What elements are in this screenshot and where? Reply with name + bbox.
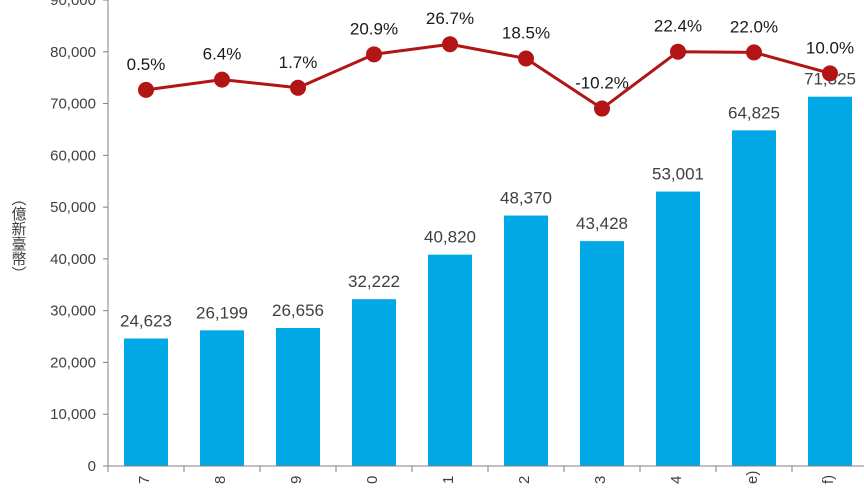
x-tick-label: 7 xyxy=(136,476,153,484)
growth-marker xyxy=(670,43,686,60)
bar xyxy=(124,338,168,466)
bar-value-label: 48,370 xyxy=(500,189,552,208)
bar xyxy=(352,299,396,466)
bar xyxy=(656,191,700,466)
growth-value-label: 20.9% xyxy=(350,19,398,38)
x-tick-label: 3 xyxy=(592,476,609,484)
bar xyxy=(732,130,776,466)
growth-value-label: 1.7% xyxy=(279,53,318,72)
bar xyxy=(808,96,852,466)
y-tick-label: 10,000 xyxy=(50,406,96,423)
y-tick-label: 50,000 xyxy=(50,199,96,216)
y-axis-label: （億新臺幣） xyxy=(10,191,27,281)
x-tick-label: f) xyxy=(820,475,837,484)
growth-marker xyxy=(746,44,762,61)
growth-marker xyxy=(518,50,534,67)
y-tick-label: 70,000 xyxy=(50,96,96,113)
growth-value-label: 6.4% xyxy=(203,45,242,64)
growth-labels: 0.5% 6.4% 1.7% 20.9% 26.7% 18.5% -10.2% 22.4% 22… xyxy=(127,9,854,92)
growth-value-label: 22.0% xyxy=(730,17,778,36)
growth-marker xyxy=(594,100,610,117)
y-axis: 0 10,000 20,000 30,000 40,000 50,000 60,000 70,… xyxy=(50,0,109,475)
growth-value-label: 22.4% xyxy=(654,17,702,36)
growth-marker xyxy=(290,79,306,96)
growth-line xyxy=(138,36,838,117)
growth-marker xyxy=(366,46,382,63)
bar-value-label: 26,199 xyxy=(196,303,248,322)
growth-line-path xyxy=(145,42,831,111)
growth-marker xyxy=(822,65,838,82)
growth-marker xyxy=(442,36,458,53)
y-tick-label: 90,000 xyxy=(50,0,96,9)
growth-value-label: 26.7% xyxy=(426,9,474,28)
growth-value-label: 18.5% xyxy=(502,24,550,43)
y-tick-label: 60,000 xyxy=(50,147,96,164)
growth-value-label: 10.0% xyxy=(806,38,854,57)
y-tick-label: 80,000 xyxy=(50,44,96,61)
bar xyxy=(200,330,244,466)
bar-value-label: 53,001 xyxy=(652,165,704,184)
bar xyxy=(504,215,548,466)
y-tick-label: 0 xyxy=(88,458,96,475)
bar-value-label: 43,428 xyxy=(576,214,628,233)
x-tick-label: 2 xyxy=(516,476,533,484)
x-tick-label: 8 xyxy=(212,476,229,484)
growth-value-label: -10.2% xyxy=(575,74,629,93)
x-axis: 7 8 9 0 1 2 3 4 e) f) xyxy=(107,465,864,484)
y-tick-label: 20,000 xyxy=(50,354,96,371)
growth-value-label: 0.5% xyxy=(127,55,166,74)
bar-value-label: 40,820 xyxy=(424,228,476,247)
bar xyxy=(428,254,472,466)
bar xyxy=(580,241,624,466)
bar-value-label: 24,623 xyxy=(120,312,172,331)
x-tick-label: 4 xyxy=(668,476,685,484)
y-tick-label: 40,000 xyxy=(50,251,96,268)
bars xyxy=(124,96,852,466)
x-tick-label: 9 xyxy=(288,476,305,484)
bar-value-label: 64,825 xyxy=(728,103,780,122)
x-tick-label: e) xyxy=(744,471,761,484)
growth-marker xyxy=(138,81,154,98)
x-tick-label: 1 xyxy=(440,476,457,484)
y-tick-label: 30,000 xyxy=(50,303,96,320)
bar-labels: 24,623 26,199 26,656 32,222 40,820 48,370 43,4… xyxy=(120,70,856,331)
x-tick-label: 0 xyxy=(364,476,381,484)
bar xyxy=(276,327,320,466)
bar-value-label: 26,656 xyxy=(272,301,324,320)
growth-marker xyxy=(214,71,230,88)
bar-value-label: 32,222 xyxy=(348,272,400,291)
